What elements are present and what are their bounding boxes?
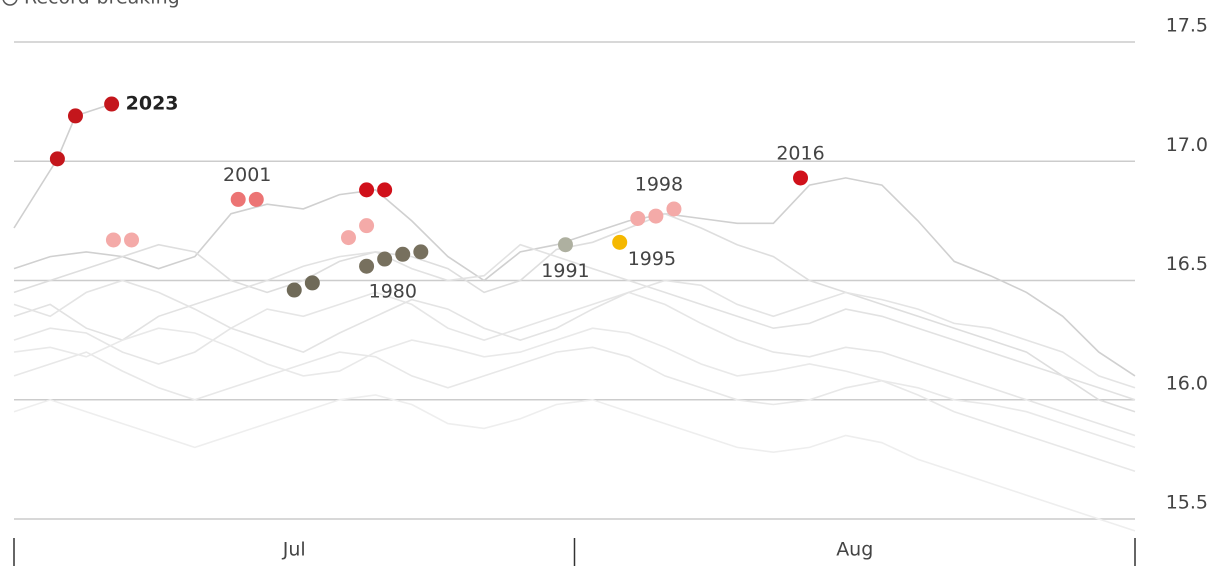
y-tick-label: 17.0 (1166, 134, 1208, 156)
marker-label: 1998 (635, 173, 683, 195)
y-tick-label: 16.5 (1166, 253, 1208, 275)
record-dot (359, 182, 375, 198)
series-line (13, 177, 1136, 377)
record-dot (340, 230, 356, 246)
marker-label: 1991 (541, 260, 589, 282)
record-dot (377, 182, 393, 198)
record-dot (67, 108, 83, 124)
series-line (13, 212, 1136, 413)
record-dot (413, 244, 429, 260)
record-dot (630, 210, 646, 226)
y-tick-label: 15.5 (1166, 492, 1208, 514)
marker-label: 2016 (776, 142, 824, 164)
y-tick-label: 17.5 (1166, 15, 1208, 37)
marker-label: 1980 (369, 280, 417, 302)
series-line (13, 279, 1136, 389)
legend-label: Record-breaking (24, 0, 180, 9)
x-month-label: Jul (282, 539, 306, 561)
x-month-label: Aug (836, 539, 873, 561)
y-tick-label: 16.0 (1166, 372, 1208, 394)
record-dot (648, 208, 664, 224)
series-line (13, 291, 1136, 437)
legend-swatch (2, 0, 18, 6)
series-line (13, 327, 1136, 449)
record-dot (230, 191, 246, 207)
series-line (13, 103, 112, 229)
series-line (13, 243, 1136, 401)
record-dot (104, 96, 120, 112)
record-dot (359, 218, 375, 234)
record-dot (666, 201, 682, 217)
marker-label: 2001 (223, 164, 271, 186)
record-dot (612, 234, 628, 250)
series-line (13, 346, 1136, 473)
marker-label: 1995 (628, 248, 676, 270)
record-dot (395, 246, 411, 262)
series-line (13, 394, 1136, 532)
record-dot (304, 275, 320, 291)
record-dot (105, 232, 121, 248)
record-dot (248, 191, 264, 207)
record-dot (49, 151, 65, 167)
record-dot (377, 251, 393, 267)
record-dot (124, 232, 140, 248)
record-dot (286, 282, 302, 298)
marker-label: 2023 (126, 93, 179, 115)
record-dot (793, 170, 809, 186)
record-dot (359, 258, 375, 274)
record-dot (557, 237, 573, 253)
